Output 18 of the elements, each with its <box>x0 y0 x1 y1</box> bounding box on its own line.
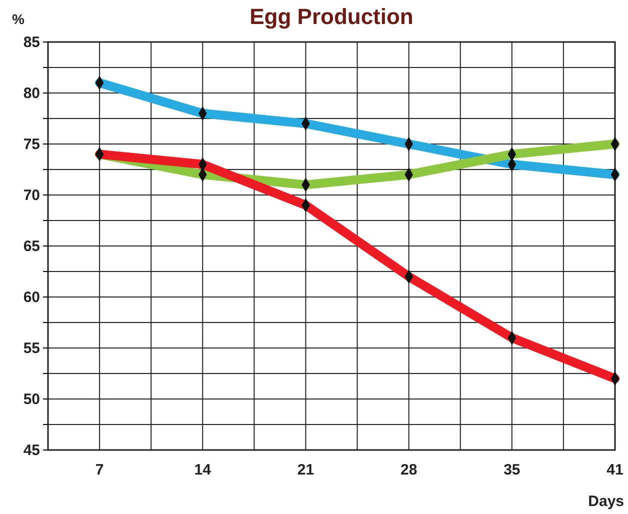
y-tick-label: 70 <box>23 186 40 204</box>
x-tick-label: 41 <box>606 462 624 479</box>
x-tick-label: 28 <box>400 462 418 479</box>
y-tick-label: 75 <box>23 136 40 153</box>
chart-title: Egg Production <box>250 4 414 29</box>
y-tick-label: 60 <box>23 288 40 306</box>
y-tick-label: 80 <box>23 84 40 102</box>
x-tick-label: 35 <box>504 462 520 479</box>
y-tick-label: 45 <box>23 442 40 459</box>
y-tick-label: 50 <box>23 390 40 408</box>
x-tick-label: 7 <box>95 462 104 479</box>
y-axis-title: % <box>12 11 25 27</box>
x-tick-label: 21 <box>297 462 314 479</box>
x-axis-title: Days <box>588 493 624 510</box>
y-tick-label: 65 <box>23 238 40 255</box>
y-tick-label: 55 <box>23 340 40 357</box>
x-tick-label: 14 <box>194 462 212 479</box>
y-tick-label: 85 <box>23 34 40 51</box>
